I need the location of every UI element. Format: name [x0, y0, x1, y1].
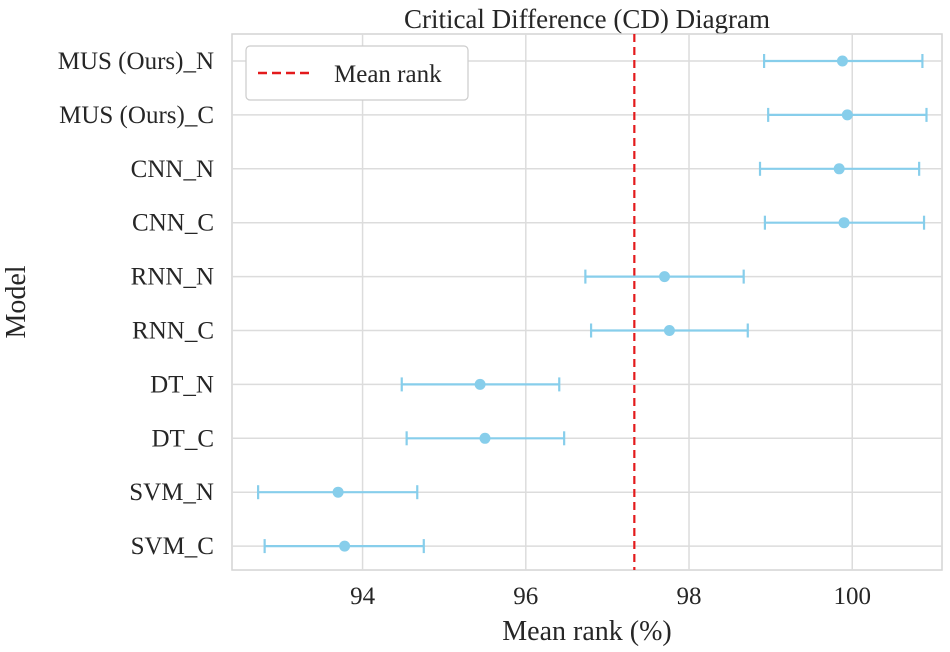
y-tick-label: DT_N: [150, 371, 214, 398]
y-tick-label: CNN_C: [132, 210, 214, 237]
y-tick-label: DT_C: [152, 425, 215, 452]
mean-rank-point: [663, 325, 675, 336]
y-tick-label: MUS (Ours)_N: [58, 48, 214, 75]
x-tick-labels: 94 96 98 100: [350, 583, 871, 610]
x-tick-label: 100: [833, 583, 871, 610]
mean-rank-point: [833, 163, 845, 175]
mean-rank-point: [332, 486, 344, 498]
y-tick-label: SVM_C: [131, 533, 214, 560]
y-tick-label: CNN_N: [131, 156, 214, 183]
x-tick-label: 94: [350, 583, 376, 610]
legend-label: Mean rank: [334, 61, 442, 88]
y-tick-label: SVM_N: [129, 479, 214, 506]
legend: Mean rank: [245, 45, 469, 101]
mean-rank-point: [838, 217, 850, 229]
y-tick-label: MUS (Ours)_C: [59, 102, 214, 129]
mean-rank-point: [474, 378, 486, 390]
y-tick-label: RNN_N: [131, 264, 214, 291]
chart-title: Critical Difference (CD) Diagram: [404, 4, 770, 34]
mean-rank-point: [339, 540, 351, 552]
mean-rank-point: [479, 432, 491, 444]
plot-area: [231, 33, 943, 571]
mean-rank-point: [841, 109, 853, 121]
legend-box: [245, 45, 469, 101]
error-bar-series: [257, 54, 928, 554]
y-tick-labels: MUS (Ours)_N MUS (Ours)_C CNN_N CNN_C RNN_N R…: [58, 48, 214, 560]
mean-rank-point: [659, 271, 671, 283]
x-tick-label: 98: [677, 583, 702, 610]
mean-rank-point: [836, 55, 848, 67]
x-tick-label: 96: [513, 583, 538, 610]
y-axis-label: Model: [1, 265, 32, 338]
y-tick-label: RNN_C: [132, 318, 214, 345]
x-axis-label: Mean rank (%): [502, 616, 671, 647]
